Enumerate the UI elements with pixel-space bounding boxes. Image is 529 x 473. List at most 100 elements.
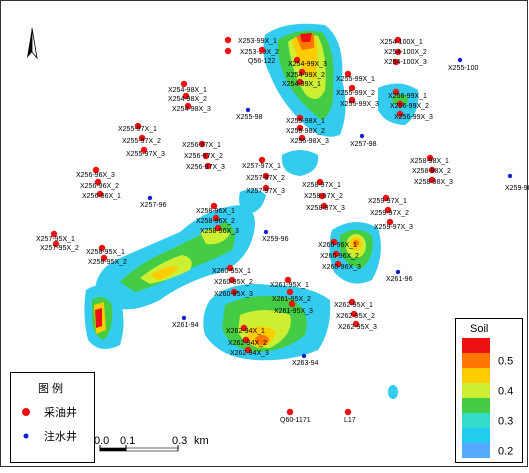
producer-well [94,178,102,186]
well-label: X258-98X_2 [412,168,451,175]
producer-well [96,190,104,198]
producer-well [320,202,328,210]
well-label: X253-99X_1 [238,38,277,45]
well-label: X258-98X_1 [410,158,449,165]
producer-well [286,408,294,416]
producer-well [224,36,232,44]
producer-well [202,152,210,160]
producer-well [98,244,106,252]
well-label: X257-95X_2 [40,245,79,252]
well-label: X257-97X_3 [246,188,285,195]
well-label: X257-97X_1 [242,163,281,170]
producer-well [134,122,142,130]
well-label: X255-98X_3 [290,138,329,145]
injector-well [507,173,513,179]
producer-well [396,100,404,108]
producer-well [198,140,206,148]
producer-well [262,172,270,180]
well-label: X260-95X_3 [214,291,253,298]
well-label: X256-97X_1 [182,142,221,149]
colorbar-swatch [462,383,490,398]
injector-well [263,229,269,235]
colorbar-title: Soil [470,323,488,335]
well-label: X254-100X_2 [384,49,427,56]
producer-well [348,298,356,306]
well-label: X262-95X_2 [336,313,375,320]
well-label: X257-98 [350,141,377,148]
well-label: X254-98X_3 [172,106,211,113]
producer-well [50,230,58,238]
scale-unit: km [194,435,209,447]
producer-well [392,58,400,66]
well-label: X255-98X_2 [286,128,325,135]
legend-label: 注水井 [44,429,77,443]
well-label: X261-95X_3 [274,308,313,315]
well-label: X254-100X_3 [384,59,427,66]
well-label: X255-99X_1 [336,76,375,83]
well-label: X257-96 [140,202,167,209]
producer-well [244,346,252,354]
producer-well [382,194,390,202]
well-label: X258-96X_2 [196,218,235,225]
producer-well [332,250,340,258]
colorbar-swatch [462,413,490,428]
well-label: X258-97X_1 [302,182,341,189]
producer-well [298,134,306,142]
well-label: X259-97X_2 [370,210,409,217]
producer-well [184,102,192,110]
well-label: X263-94 [292,360,319,367]
well-label: X259-97X_3 [374,224,413,231]
producer-well [240,324,248,332]
producer-well [344,408,352,416]
well-label: X255-100 [448,65,478,72]
well-label: X261-95X_2 [272,296,311,303]
injector-well [147,195,153,201]
scale-label: 0.3 [172,435,187,447]
legend-box [10,372,95,463]
well-label: X255-97X_2 [122,138,161,145]
producer-well [394,48,402,56]
legend-symbol [22,408,30,416]
well-label: X261-95X_1 [270,282,309,289]
producer-well [140,146,148,154]
well-label: X255-99X_2 [336,90,375,97]
producer-well [428,166,436,174]
well-label: X257-97X_2 [246,175,285,182]
producer-well [296,114,304,122]
well-label: X262-95X_1 [334,302,373,309]
well-label: X260-95X_1 [212,268,251,275]
well-label: X254-99X_3 [288,61,327,68]
well-label: X256-99X_3 [394,114,433,121]
producer-well [348,96,356,104]
producer-well [318,192,326,200]
contours [84,23,419,399]
legend-symbol [23,433,29,439]
well-label: X258-97X_3 [306,205,345,212]
injector-well [457,57,463,63]
well-label: X254-98X_2 [168,96,207,103]
scale-label: 0.1 [120,435,135,447]
producer-well [258,46,266,54]
producer-well [100,254,108,262]
producer-well [296,78,304,86]
well-label: X260-96X_3 [322,264,361,271]
producer-well [316,178,324,186]
producer-well [182,92,190,100]
colorbar-swatch [462,443,490,458]
well-label: X254-99X_1 [282,81,321,88]
colorbar-swatch [462,338,490,353]
producer-well [226,264,234,272]
well-label: X255-98X_1 [286,118,325,125]
scale-segment [125,447,179,452]
injector-well [245,107,251,113]
well-label: X258-98X_3 [414,179,453,186]
well-label: X259-96 [262,236,289,243]
producer-well [386,218,394,226]
well-label: X262-95X_3 [338,324,377,331]
well-label: X261-96 [386,276,413,283]
producer-well [230,288,238,296]
well-label: Q60-1171 [280,417,311,424]
legend-title: 图 例 [38,381,63,395]
well-label: X259-98 [505,185,529,192]
